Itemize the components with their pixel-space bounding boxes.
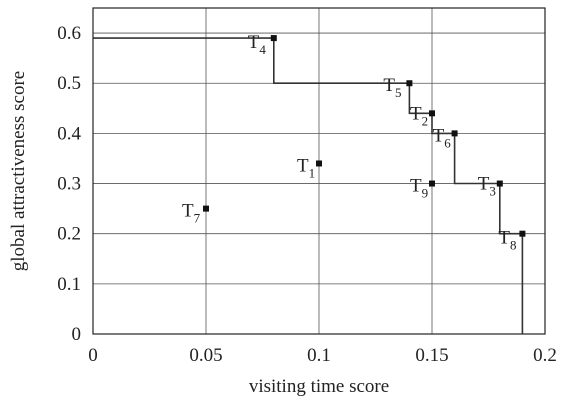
data-point-t8 bbox=[519, 230, 526, 237]
x-tick-labels: 0 0.05 0.1 0.15 0.2 bbox=[88, 345, 557, 366]
x-axis-label: visiting time score bbox=[249, 376, 389, 397]
y-tick-label: 0.4 bbox=[57, 123, 81, 144]
point-label-t7: T7 bbox=[182, 201, 201, 226]
y-tick-label: 0.6 bbox=[57, 23, 81, 44]
y-tick-label: 0.5 bbox=[57, 73, 81, 94]
data-points: T1 T2 T3 T4 T5 T6 T7 T8 T9 bbox=[182, 32, 526, 253]
data-point-t4 bbox=[270, 35, 277, 42]
point-label-t2: T2 bbox=[410, 103, 428, 128]
point-label-t9: T9 bbox=[410, 176, 428, 201]
point-label-t8: T8 bbox=[498, 228, 516, 253]
x-tick-label: 0.1 bbox=[307, 345, 331, 366]
data-point-t9 bbox=[429, 180, 435, 187]
plot-frame bbox=[92, 7, 546, 335]
y-tick-label: 0.2 bbox=[57, 224, 81, 245]
point-label-t1: T1 bbox=[297, 155, 315, 180]
y-axis-label: global attractiveness score bbox=[8, 71, 29, 271]
pareto-front-line bbox=[93, 37, 524, 334]
y-tick-label: 0.1 bbox=[57, 274, 81, 295]
y-tick-label: 0 bbox=[72, 324, 82, 345]
point-label-t6: T6 bbox=[433, 125, 452, 150]
y-tick-label: 0.3 bbox=[57, 174, 81, 195]
x-tick-label: 0 bbox=[88, 345, 98, 366]
y-tick-labels: 0 0.1 0.2 0.3 0.4 0.5 0.6 bbox=[57, 23, 81, 345]
point-label-t5: T5 bbox=[383, 75, 401, 100]
point-label-t3: T3 bbox=[478, 174, 496, 199]
grid-lines bbox=[92, 8, 546, 335]
data-point-t6 bbox=[451, 130, 458, 137]
x-tick-label: 0.15 bbox=[415, 345, 448, 366]
data-point-t2 bbox=[429, 110, 435, 117]
data-point-t1 bbox=[316, 160, 322, 167]
x-tick-label: 0.05 bbox=[189, 345, 222, 366]
point-label-t4: T4 bbox=[248, 32, 267, 57]
data-point-t7 bbox=[203, 205, 209, 212]
data-point-t5 bbox=[406, 80, 413, 87]
x-tick-label: 0.2 bbox=[533, 345, 557, 366]
data-point-t3 bbox=[496, 180, 503, 187]
